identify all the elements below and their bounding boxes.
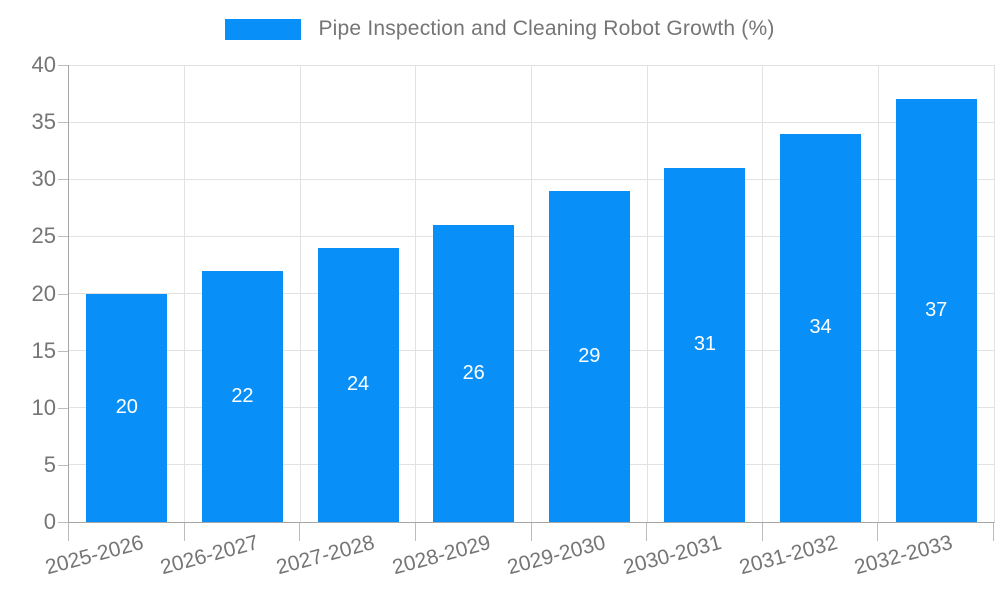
bar[interactable]: 24 [317,247,399,522]
y-axis-tick [58,293,68,295]
plot-area: 20 22 24 26 29 31 34 37 [68,64,995,523]
bar-value-label: 29 [578,344,601,367]
y-axis-tick-label: 25 [31,223,56,249]
x-axis-tick-label: 2025-2026 [42,531,146,580]
bar[interactable]: 31 [664,167,746,522]
bar-value-label: 34 [809,316,832,339]
x-axis-tick-label: 2032-2033 [852,531,956,580]
gridline-vertical [877,65,879,522]
x-axis-tick [530,523,532,541]
x-axis-tick-label: 2028-2029 [389,531,493,580]
y-axis-tick-label: 35 [31,109,56,135]
x-axis-tick [993,523,994,541]
gridline-vertical [762,65,764,522]
bar[interactable]: 22 [201,270,283,522]
y-axis-tick [58,179,68,181]
bar[interactable]: 34 [780,133,862,522]
bar[interactable]: 29 [548,190,630,522]
bar-value-label: 31 [693,333,717,356]
y-axis-tick [58,464,68,466]
y-axis-tick [58,522,68,523]
x-axis-tick [299,523,301,541]
x-axis-tick-label: 2030-2031 [620,531,724,580]
y-axis-tick-label: 5 [43,451,56,477]
y-axis-tick [58,65,68,66]
x-axis-tick-label: 2029-2030 [505,531,609,580]
y-axis-tick-label: 0 [43,509,56,534]
y-axis-tick-label: 15 [31,337,56,363]
x-axis-tick [646,523,648,541]
bar[interactable]: 26 [433,224,515,522]
x-axis-tick [877,523,879,541]
x-axis-tick-label: 2026-2027 [158,531,262,580]
x-axis-tick [68,523,69,541]
x-axis-tick [761,523,763,541]
x-axis-tick-label: 2027-2028 [274,531,378,580]
gridline-vertical [531,65,532,522]
legend-swatch[interactable] [225,18,302,40]
gridline-vertical [415,65,417,522]
y-axis-tick-label: 20 [31,280,56,306]
y-axis-tick-label: 10 [31,394,56,420]
y-axis-tick [58,122,68,124]
bar-value-label: 24 [346,373,370,396]
x-axis-tick [414,523,416,541]
gridline-vertical [299,65,301,522]
bar[interactable]: 37 [895,99,977,522]
bar[interactable]: 20 [86,293,168,522]
y-axis-tick [58,350,68,352]
legend[interactable]: Pipe Inspection and Cleaning Robot Growt… [0,17,1000,41]
bar-value-label: 20 [115,396,138,419]
x-axis-tick [183,523,185,541]
bar-value-label: 37 [925,299,948,322]
bar-value-label: 26 [462,361,485,384]
y-axis-tick [58,407,68,409]
x-axis-tick-label: 2031-2032 [736,531,840,580]
y-axis-tick [58,236,68,238]
legend-label: Pipe Inspection and Cleaning Robot Growt… [318,17,775,40]
gridline-vertical [184,65,186,522]
bar-value-label: 22 [231,384,254,407]
y-axis-tick-label: 30 [31,166,56,192]
y-axis-tick-label: 40 [31,52,56,77]
gridline-vertical [646,65,648,522]
